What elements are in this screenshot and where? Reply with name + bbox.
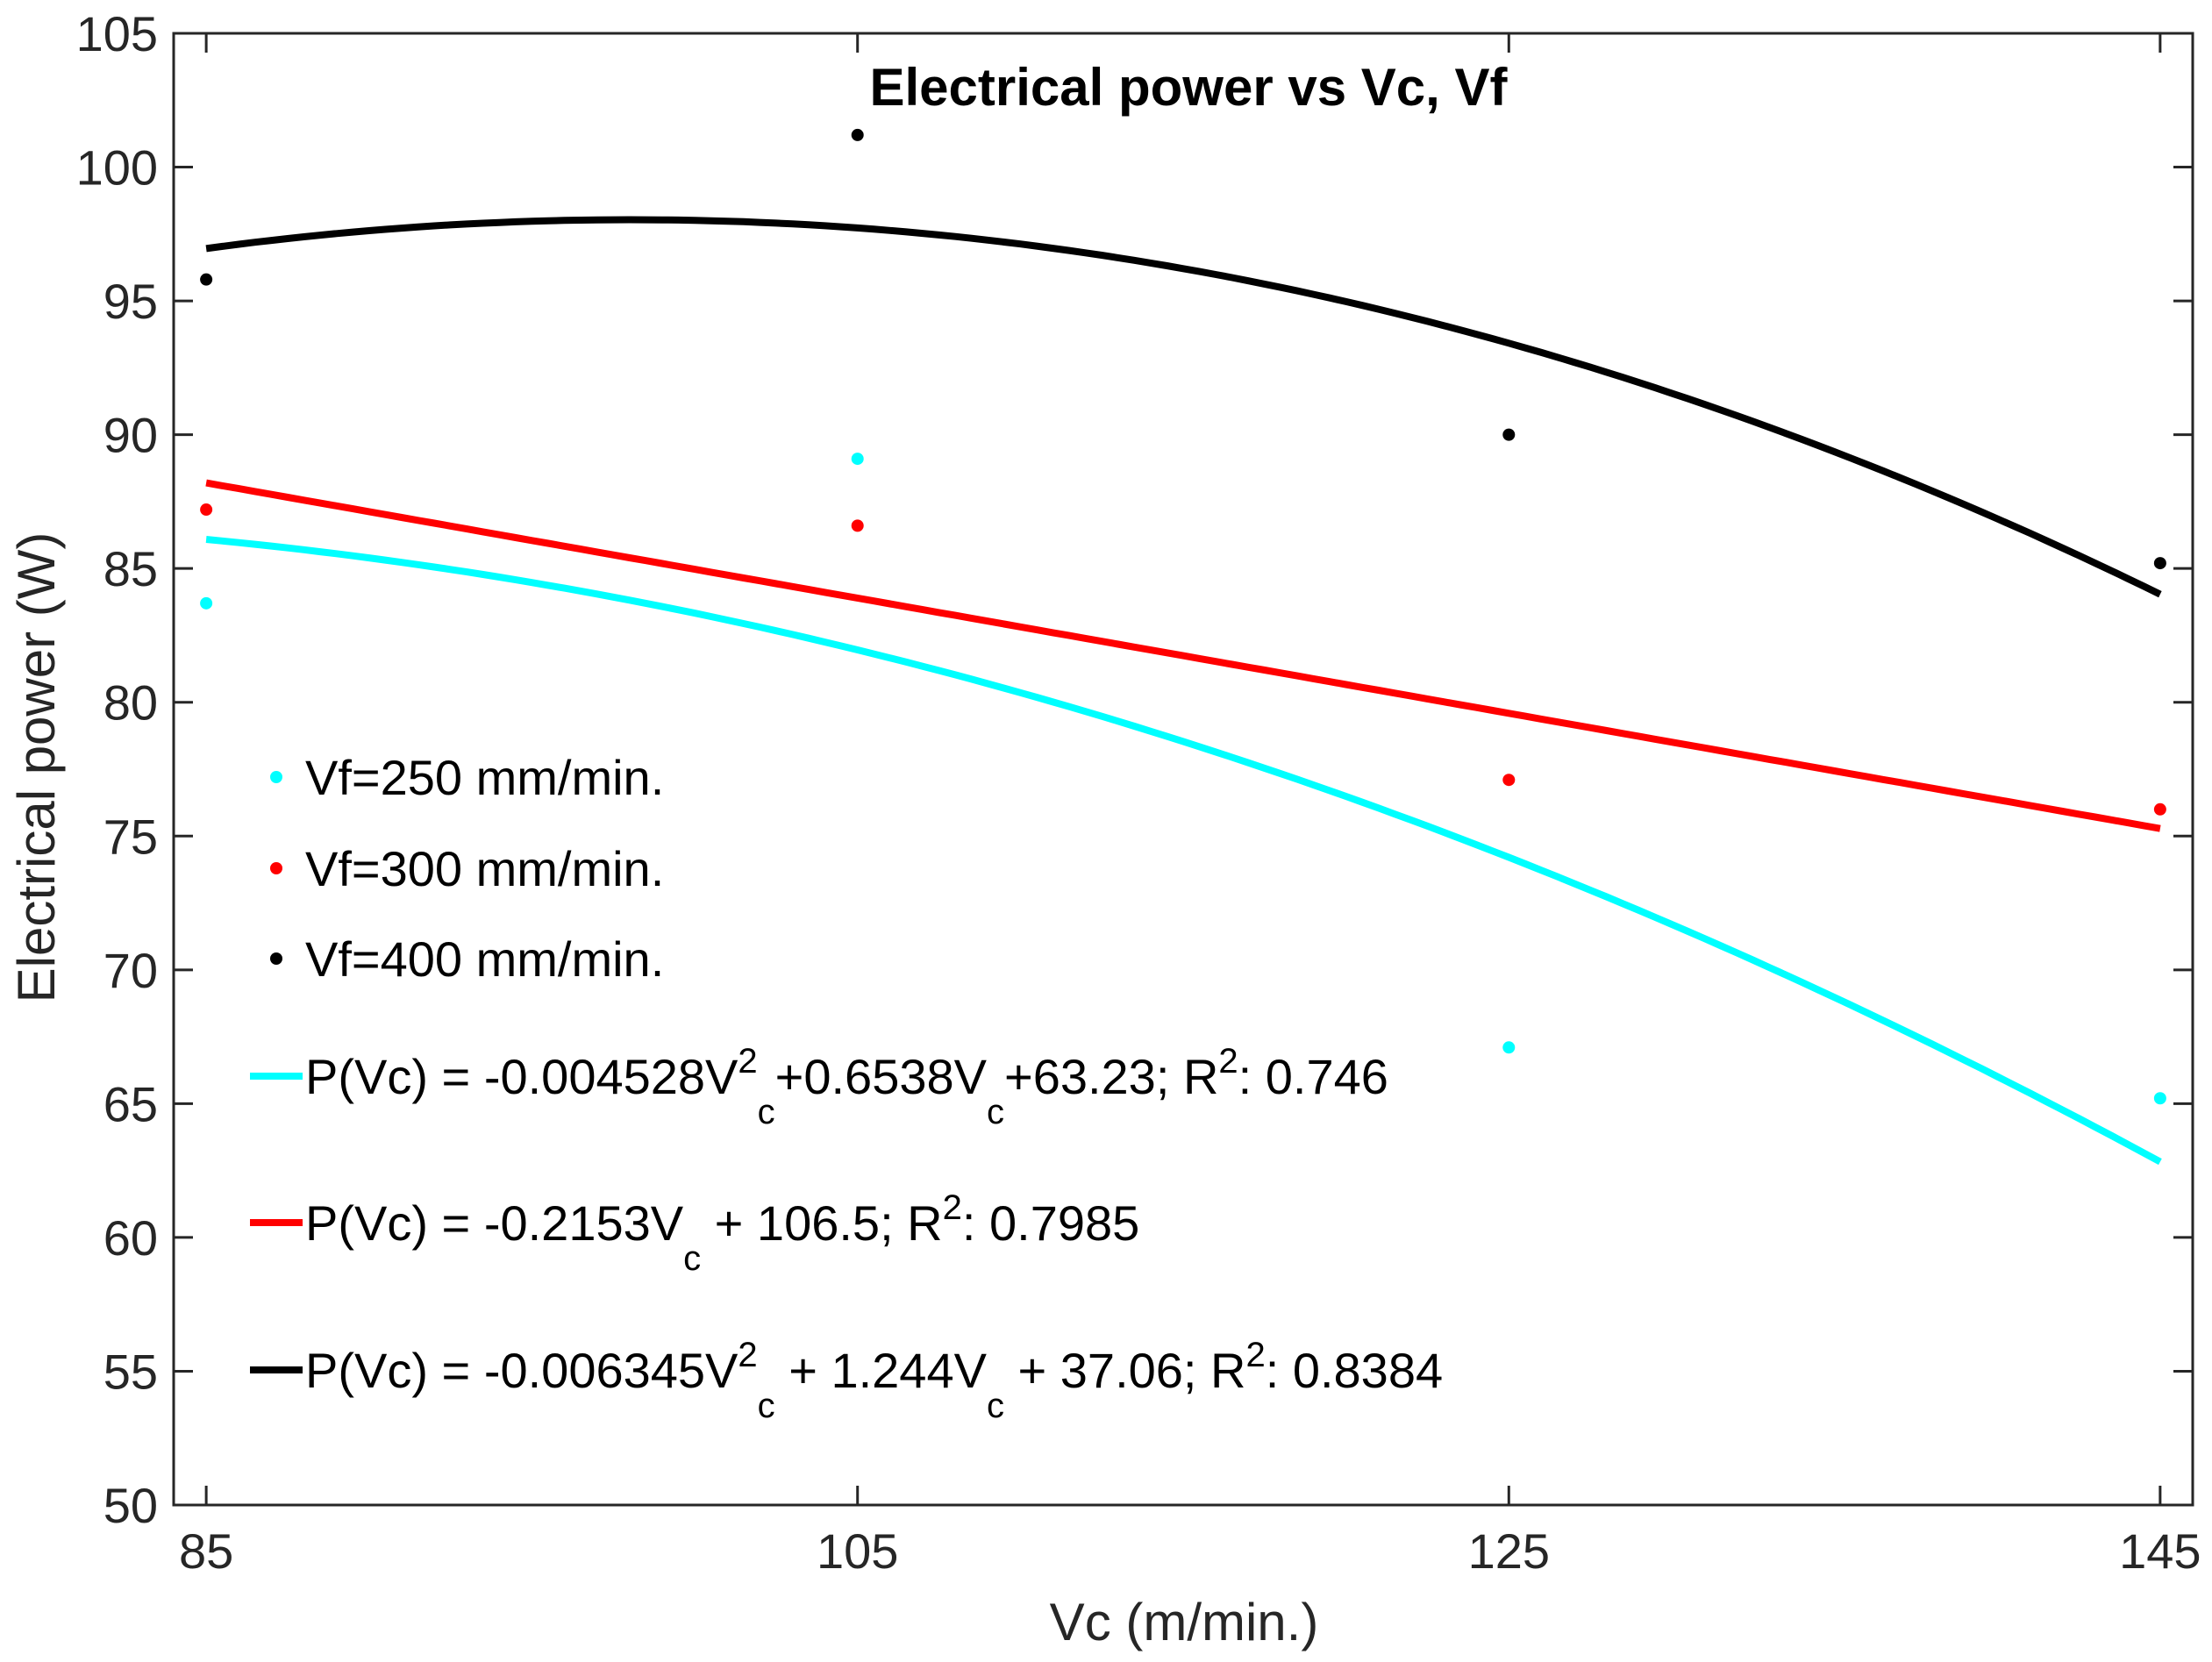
- fit-line-3: [205, 216, 2162, 598]
- legend: Vf=250 mm/min. Vf=300 mm/min. Vf=400 mm/mi…: [250, 750, 1443, 1425]
- equation-part: 2: [1218, 1042, 1238, 1081]
- data-point-series-3: [2153, 557, 2166, 570]
- equation-part: P(Vc) = -0.004528V: [305, 1049, 739, 1104]
- plot-area: [172, 32, 2194, 1507]
- axis-ticks: 85 105 125 145 50 55 60 65 70 75 80 85 90 95 100 105: [76, 6, 2201, 1579]
- equation-part: c: [987, 1093, 1004, 1131]
- fit-lines: [205, 216, 2162, 1166]
- data-point-series-1: [2153, 1092, 2166, 1105]
- data-points: [200, 128, 2166, 1105]
- y-tick-label: 75: [103, 809, 158, 864]
- y-tick-label: 65: [103, 1076, 158, 1131]
- equation-part: +0.6538V: [775, 1049, 988, 1104]
- y-tick-label: 80: [103, 675, 158, 731]
- y-tick-label: 70: [103, 943, 158, 998]
- data-point-series-2: [2153, 802, 2166, 816]
- x-axis-label: Vc (m/min.): [1050, 1593, 1319, 1651]
- equation-part: + 1.244V: [775, 1343, 988, 1398]
- legend-marker-series-1: [270, 771, 282, 783]
- y-tick-label: 55: [103, 1344, 158, 1399]
- fit-line-2: [205, 479, 2161, 832]
- data-point-series-3: [851, 128, 864, 141]
- equation-part: + 106.5; R: [701, 1195, 943, 1251]
- legend-label-series-1: Vf=250 mm/min.: [305, 750, 664, 805]
- equation-part: 2: [738, 1042, 757, 1081]
- data-point-series-1: [1502, 1041, 1516, 1054]
- y-tick-label: 50: [103, 1478, 158, 1533]
- data-point-series-3: [1502, 428, 1516, 441]
- equation-part: + 37.06; R: [1004, 1343, 1246, 1398]
- data-point-series-2: [1502, 774, 1516, 787]
- equation-part: : 0.7985: [962, 1195, 1139, 1251]
- data-point-series-2: [200, 503, 213, 517]
- x-tick-label: 145: [2119, 1523, 2201, 1579]
- legend-label-series-2: Vf=300 mm/min.: [305, 841, 664, 896]
- legend-marker-series-2: [270, 862, 282, 874]
- data-point-series-2: [851, 519, 864, 532]
- legend-label-fit-3: P(Vc) = -0.006345V2c + 1.244Vc + 37.06; …: [305, 1336, 1443, 1425]
- equation-part: P(Vc) = -0.2153V: [305, 1195, 684, 1251]
- equation-part: 2: [738, 1336, 757, 1374]
- y-tick-label: 90: [103, 408, 158, 463]
- data-point-series-1: [200, 596, 213, 610]
- x-tick-label: 125: [1468, 1523, 1550, 1579]
- equation-part: 2: [1245, 1336, 1265, 1374]
- y-tick-label: 85: [103, 541, 158, 596]
- legend-marker-series-3: [270, 952, 282, 965]
- equation-part: : 0.8384: [1266, 1343, 1443, 1398]
- y-tick-label: 95: [103, 274, 158, 329]
- y-tick-label: 100: [76, 140, 158, 196]
- legend-label-series-3: Vf=400 mm/min.: [305, 931, 664, 987]
- equation-part: P(Vc) = -0.006345V: [305, 1343, 739, 1398]
- equation-part: c: [683, 1239, 701, 1278]
- equation-part: c: [758, 1387, 775, 1425]
- equation-part: : 0.746: [1238, 1049, 1388, 1104]
- chart-title: Electrical power vs Vc, Vf: [869, 58, 1508, 117]
- equation-part: +63.23; R: [1004, 1049, 1218, 1104]
- x-tick-label: 105: [817, 1523, 898, 1579]
- legend-label-fit-1: P(Vc) = -0.004528V2c+0.6538Vc+63.23; R2:…: [305, 1042, 1388, 1131]
- legend-label-fit-2: P(Vc) = -0.2153Vc + 106.5; R2: 0.7985: [305, 1188, 1139, 1278]
- equation-part: c: [987, 1387, 1004, 1425]
- y-tick-label: 60: [103, 1210, 158, 1266]
- data-point-series-3: [200, 273, 213, 286]
- equation-part: c: [758, 1093, 775, 1131]
- fit-line-1: [205, 536, 2162, 1166]
- data-point-series-1: [851, 453, 864, 466]
- y-axis-label: Electrical power (W): [7, 532, 66, 1003]
- x-tick-label: 85: [179, 1523, 233, 1579]
- y-tick-label: 105: [76, 6, 158, 61]
- equation-part: 2: [943, 1188, 962, 1227]
